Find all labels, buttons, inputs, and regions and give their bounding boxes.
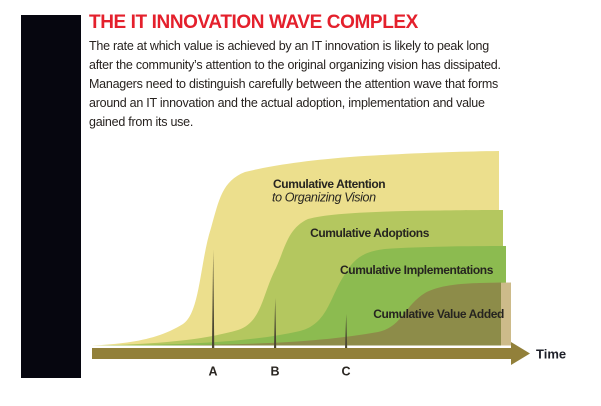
- attention-label-line2: to Organizing Vision: [272, 191, 376, 205]
- attention-label: Cumulative Attention: [273, 177, 385, 191]
- value-added-area: [150, 282, 501, 346]
- description-line: after the community’s attention to the o…: [89, 58, 501, 72]
- value-added-label: Cumulative Value Added: [373, 307, 504, 321]
- description-paragraph: The rate at which value is achieved by a…: [89, 37, 501, 132]
- description-line: The rate at which value is achieved by a…: [89, 39, 489, 53]
- adoptions-label: Cumulative Adoptions: [310, 226, 430, 240]
- description-line: around an IT innovation and the actual a…: [89, 96, 485, 110]
- implementations-label: Cumulative Implementations: [340, 263, 494, 277]
- time-axis-arrowhead: [511, 342, 530, 365]
- tick-line-c: [344, 314, 348, 352]
- description-line: Managers need to distinguish carefully b…: [89, 77, 499, 91]
- tick-line-b: [273, 298, 277, 352]
- page-title: THE IT INNOVATION WAVE COMPLEX: [89, 12, 418, 33]
- time-axis-label: Time: [536, 347, 566, 362]
- tick-label-c: C: [341, 365, 350, 379]
- tick-label-b: B: [270, 365, 279, 379]
- description-line: gained from its use.: [89, 115, 194, 129]
- tick-label-a: A: [208, 365, 217, 379]
- tick-line-a: [211, 250, 215, 352]
- time-axis-bar: [92, 348, 511, 359]
- left-accent-bar: [21, 15, 81, 378]
